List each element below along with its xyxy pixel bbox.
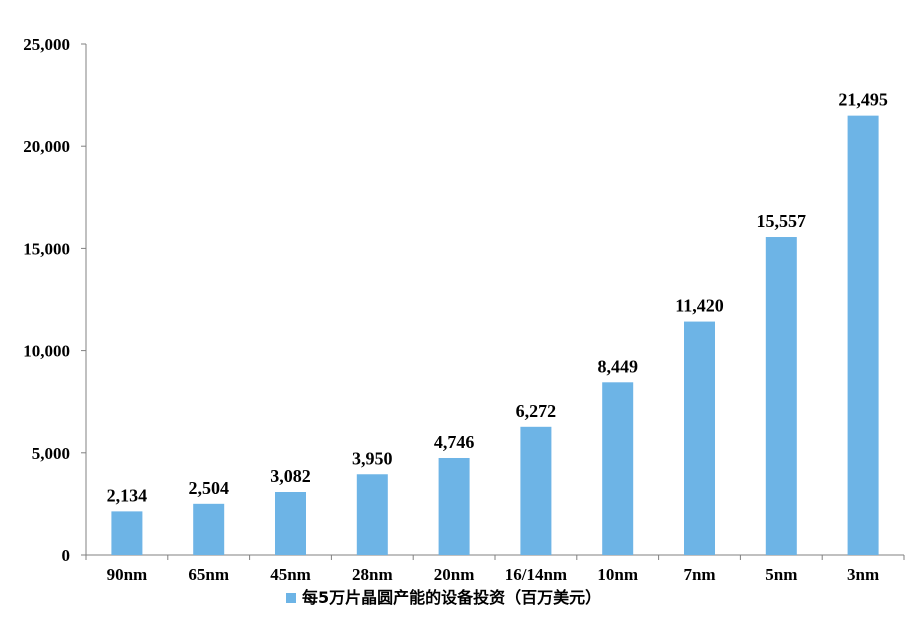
data-label: 2,504: [188, 478, 229, 498]
x-category-label: 5nm: [765, 565, 797, 584]
data-label: 6,272: [516, 401, 557, 421]
bar-28nm: [356, 474, 388, 555]
bar-65nm: [193, 503, 225, 555]
x-category-label: 45nm: [270, 565, 311, 584]
data-label: 2,134: [107, 485, 148, 505]
bars: [111, 115, 879, 555]
x-category-label: 10nm: [597, 565, 638, 584]
x-category-label: 3nm: [847, 565, 879, 584]
axes: 0 5,000 10,000 15,000 20,000 25,000 90nm 65nm 45…: [23, 35, 905, 584]
y-tick-label: 20,000: [23, 137, 70, 156]
legend: 每5万片晶圆产能的设备投资（百万美元）: [286, 588, 601, 607]
bar-7nm: [684, 321, 715, 555]
data-labels: 2,134 2,504 3,082 3,950 4,746 6,272 8,449 11,42…: [107, 90, 888, 506]
data-label: 21,495: [838, 90, 888, 110]
x-category-label: 20nm: [434, 565, 475, 584]
y-tick-label: 25,000: [23, 35, 70, 54]
bar-20nm: [438, 457, 470, 555]
data-label: 3,082: [270, 466, 311, 486]
y-tick-label: 15,000: [23, 239, 70, 258]
data-label: 3,950: [352, 448, 393, 468]
data-label: 8,449: [597, 356, 638, 376]
bar-45nm: [275, 492, 306, 555]
data-label: 11,420: [675, 296, 724, 316]
bar-10nm: [602, 382, 634, 555]
data-label: 15,557: [757, 211, 807, 231]
x-category-label: 28nm: [352, 565, 393, 584]
x-category-label: 16/14nm: [505, 565, 567, 584]
y-tick-label: 5,000: [32, 444, 70, 463]
x-category-label: 65nm: [188, 565, 229, 584]
legend-label: 每5万片晶圆产能的设备投资（百万美元）: [302, 588, 601, 607]
bar-3nm: [847, 115, 879, 555]
data-label: 4,746: [434, 432, 475, 452]
bar-16-14nm: [520, 426, 552, 555]
y-tick-label: 0: [62, 546, 71, 565]
y-tick-label: 10,000: [23, 342, 70, 361]
x-category-label: 90nm: [107, 565, 148, 584]
bar-5nm: [765, 237, 797, 555]
legend-swatch: [286, 593, 296, 603]
bar-90nm: [111, 511, 143, 555]
x-category-label: 7nm: [683, 565, 715, 584]
